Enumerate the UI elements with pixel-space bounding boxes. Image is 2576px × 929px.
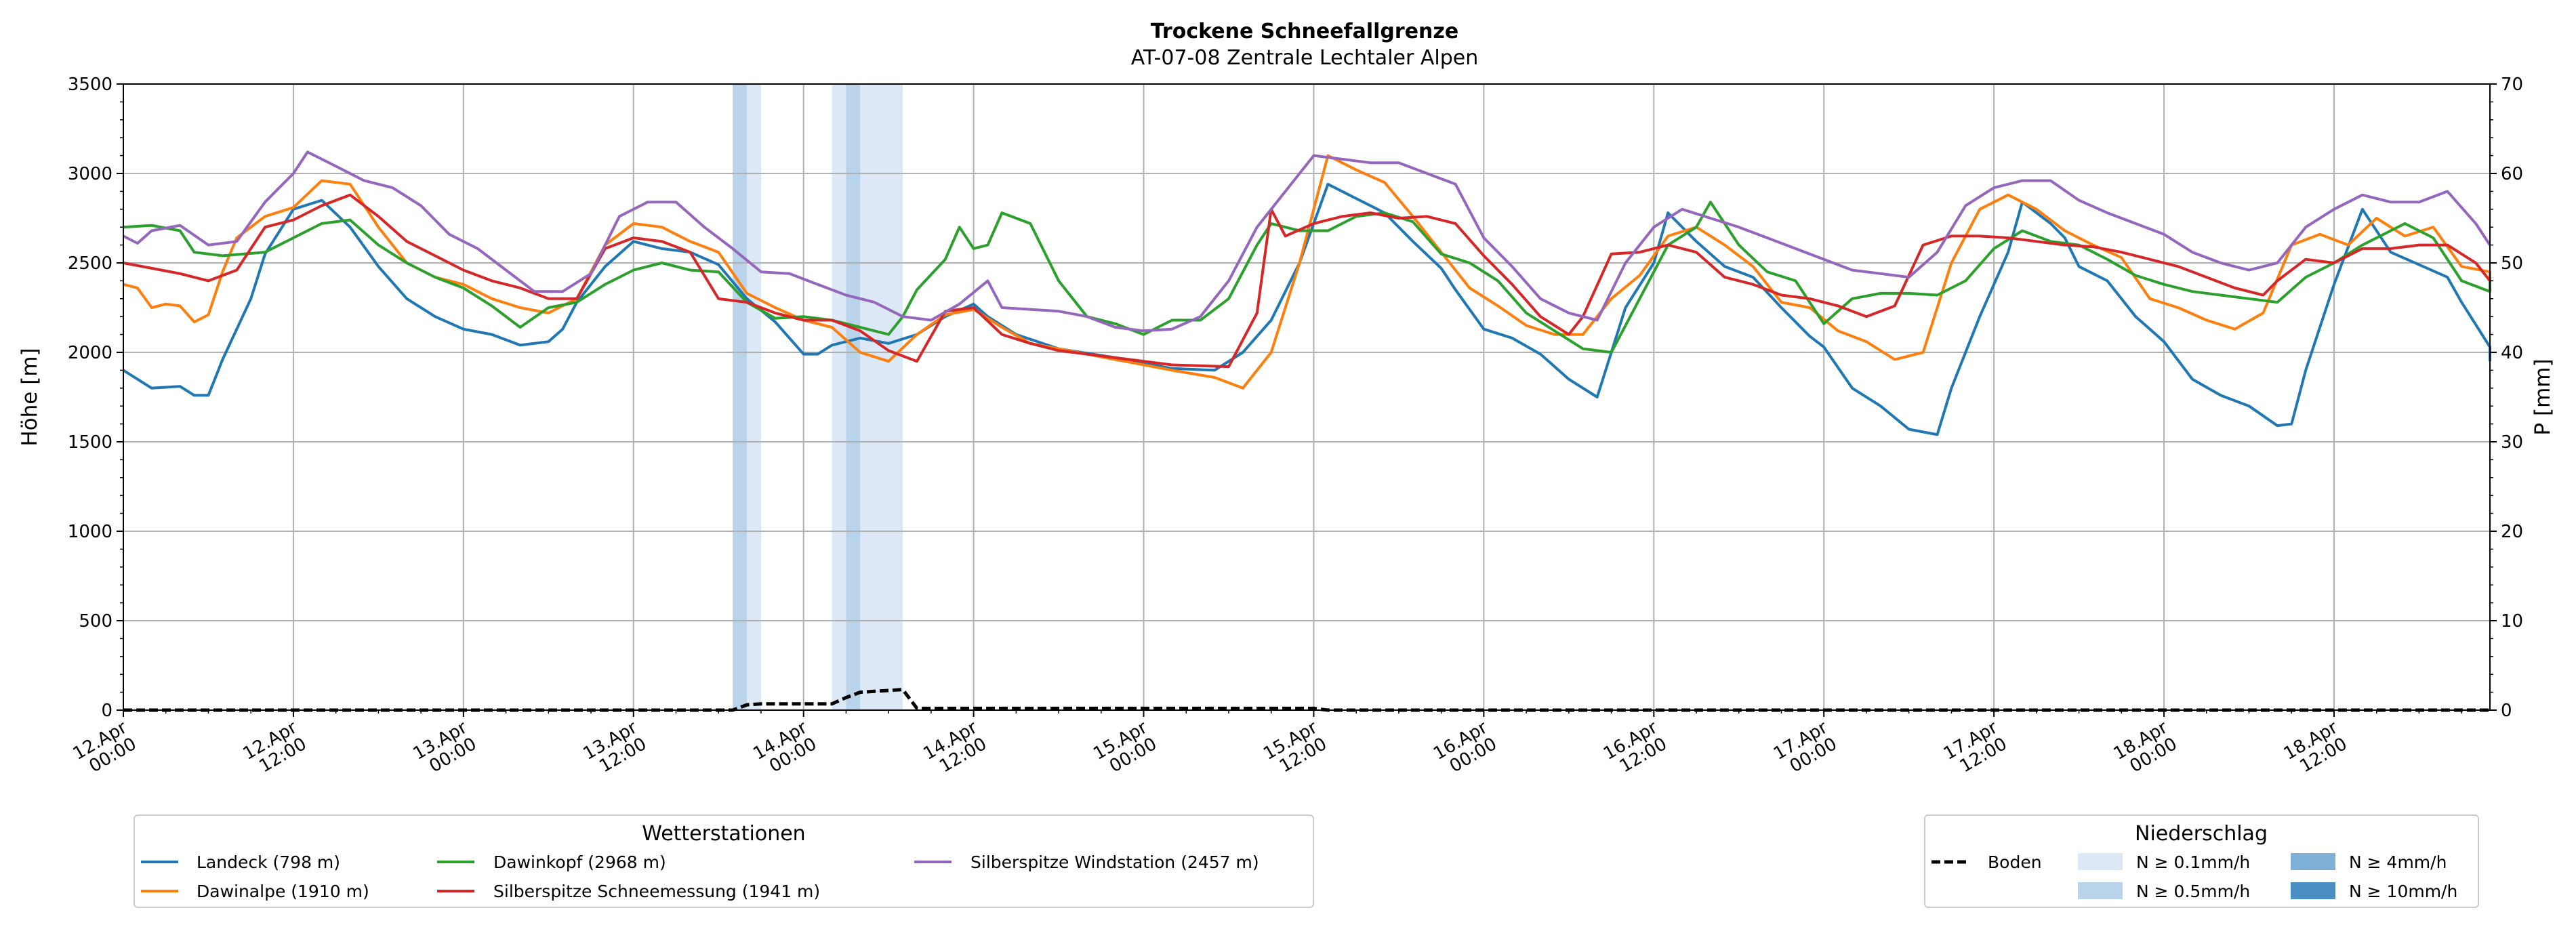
y2-tick-label: 70 xyxy=(2501,75,2523,95)
precip-band xyxy=(860,84,903,710)
y2-tick-label: 20 xyxy=(2501,522,2523,542)
y-tick-label: 1000 xyxy=(68,522,113,542)
y-tick-label: 3000 xyxy=(68,164,113,184)
y-axis-label: Höhe [m] xyxy=(18,348,42,446)
plot-frame xyxy=(123,83,2491,711)
legend-label-silberspitze-wind: Silberspitze Windstation (2457 m) xyxy=(970,852,1259,872)
series-lines xyxy=(122,150,2491,712)
legend-precip-frame xyxy=(1924,814,2479,908)
legend-swatch-n01 xyxy=(2078,853,2123,870)
legend-label-silberspitze-schnee: Silberspitze Schneemessung (1941 m) xyxy=(493,882,820,901)
legend-swatch-n10 xyxy=(2291,882,2335,899)
y-tick-label: 500 xyxy=(79,611,113,632)
legend-label-n05: N ≥ 0.5mm/h xyxy=(2136,882,2250,901)
y2-tick-label: 10 xyxy=(2501,611,2523,632)
y-tick-label: 2500 xyxy=(68,253,113,274)
series-line-4 xyxy=(123,150,2491,333)
y-axis-ticks: 0 500 1000 1500 2000 2500 3000 3500 xyxy=(68,75,123,721)
legend-label-n10: N ≥ 10mm/h xyxy=(2349,882,2457,901)
precip-band xyxy=(747,84,761,710)
series-line-2 xyxy=(123,201,2491,354)
legend-swatch-n05 xyxy=(2078,882,2123,899)
legend-label-n01: N ≥ 0.1mm/h xyxy=(2136,852,2250,872)
chart-subtitle: AT-07-08 Zentrale Lechtaler Alpen xyxy=(1131,46,1478,70)
boden-precip-line xyxy=(123,688,2490,712)
legend-label-dawinalpe: Dawinalpe (1910 m) xyxy=(197,882,369,901)
precip-band xyxy=(832,84,846,710)
y2-tick-label: 60 xyxy=(2501,164,2523,184)
legend-label-boden: Boden xyxy=(1988,852,2042,872)
y-tick-label: 1500 xyxy=(68,432,113,453)
chart-title: Trockene Schneefallgrenze xyxy=(1151,20,1458,43)
legend-swatch-n4 xyxy=(2291,853,2335,870)
legend-stations: Wetterstationen Landeck (798 m) Dawinalp… xyxy=(134,814,1314,908)
legend-label-n4: N ≥ 4mm/h xyxy=(2349,852,2447,872)
legend-precip-title: Niederschlag xyxy=(2135,822,2268,846)
series-line-3 xyxy=(123,193,2491,369)
precip-bands xyxy=(733,84,903,710)
y2-tick-label: 40 xyxy=(2501,343,2523,363)
series-line-0 xyxy=(122,182,2491,436)
y2-tick-label: 30 xyxy=(2501,432,2523,453)
precip-band xyxy=(846,84,861,710)
legend-label-dawinkopf: Dawinkopf (2968 m) xyxy=(493,852,666,872)
precip-band xyxy=(733,84,748,710)
y-tick-label: 2000 xyxy=(68,343,113,363)
y2-axis-label: P [mm] xyxy=(2531,358,2555,435)
y-tick-label: 3500 xyxy=(68,75,113,95)
y2-tick-label: 50 xyxy=(2501,253,2523,274)
legend-precipitation: Niederschlag Boden N ≥ 0.1mm/h N ≥ 0.5mm… xyxy=(1924,814,2479,908)
series-line-1 xyxy=(123,154,2491,390)
y-tick-label: 0 xyxy=(101,701,113,721)
grid-lines xyxy=(123,83,2490,711)
y2-axis-ticks: 0 10 20 30 40 50 60 70 xyxy=(2490,75,2523,721)
legend-stations-frame xyxy=(134,814,1314,908)
legend-label-landeck: Landeck (798 m) xyxy=(197,852,340,872)
y2-tick-label: 0 xyxy=(2501,701,2512,721)
legend-stations-title: Wetterstationen xyxy=(642,822,805,846)
